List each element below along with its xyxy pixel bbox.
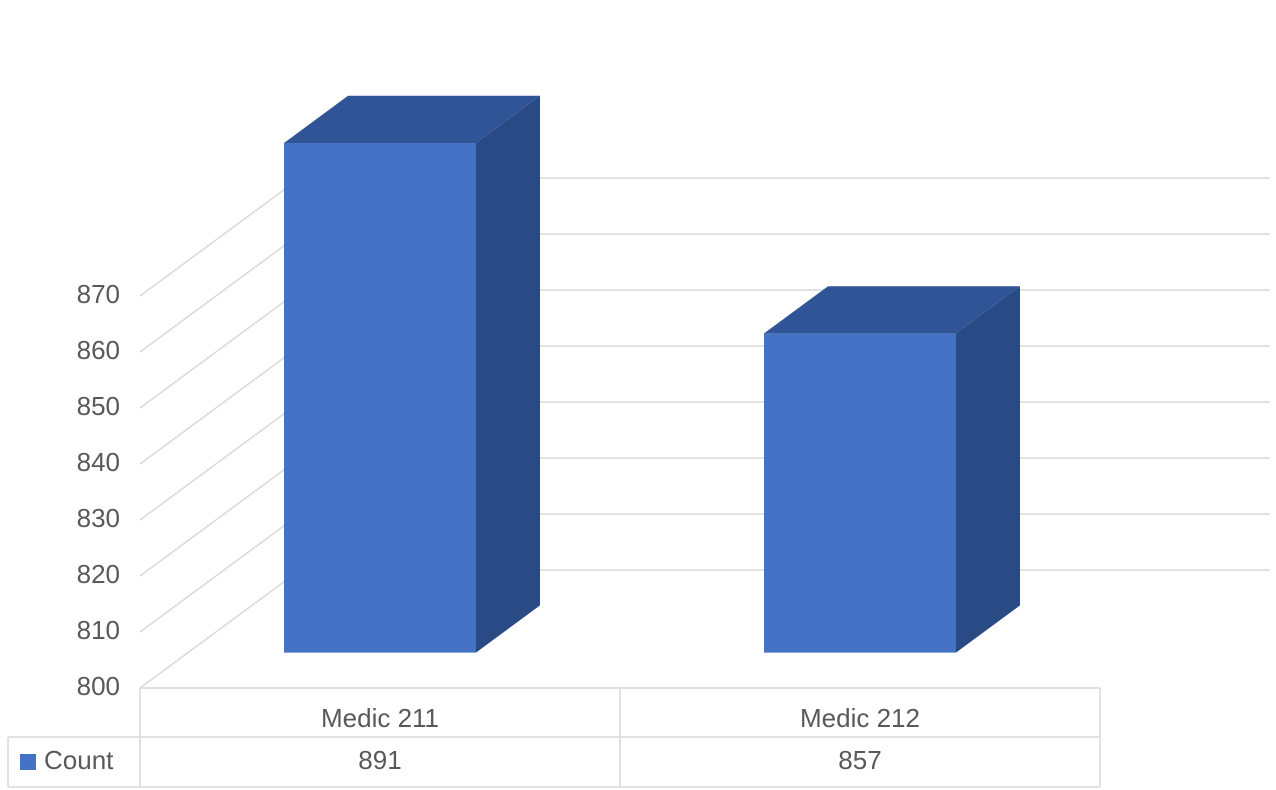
x-tick-label: Medic 212 bbox=[800, 703, 920, 733]
y-tick-label: 860 bbox=[77, 335, 120, 365]
data-label: 857 bbox=[838, 745, 881, 775]
bar-front bbox=[284, 143, 476, 653]
bar-side bbox=[956, 286, 1020, 653]
bar-front bbox=[764, 333, 956, 653]
bar bbox=[764, 286, 1020, 653]
y-tick-label: 830 bbox=[77, 503, 120, 533]
y-tick-label: 870 bbox=[77, 279, 120, 309]
bar-side bbox=[476, 95, 540, 653]
x-tick-label: Medic 211 bbox=[321, 703, 439, 733]
y-tick-label: 800 bbox=[77, 671, 120, 701]
bar bbox=[284, 95, 540, 653]
y-tick-label: 850 bbox=[77, 391, 120, 421]
data-label: 891 bbox=[358, 745, 401, 775]
bar-top bbox=[284, 95, 540, 143]
legend-label: Count bbox=[44, 745, 114, 775]
y-tick-label: 810 bbox=[77, 615, 120, 645]
y-tick-label: 820 bbox=[77, 559, 120, 589]
legend-swatch bbox=[20, 754, 36, 770]
y-tick-label: 840 bbox=[77, 447, 120, 477]
bar-top bbox=[764, 286, 1020, 334]
